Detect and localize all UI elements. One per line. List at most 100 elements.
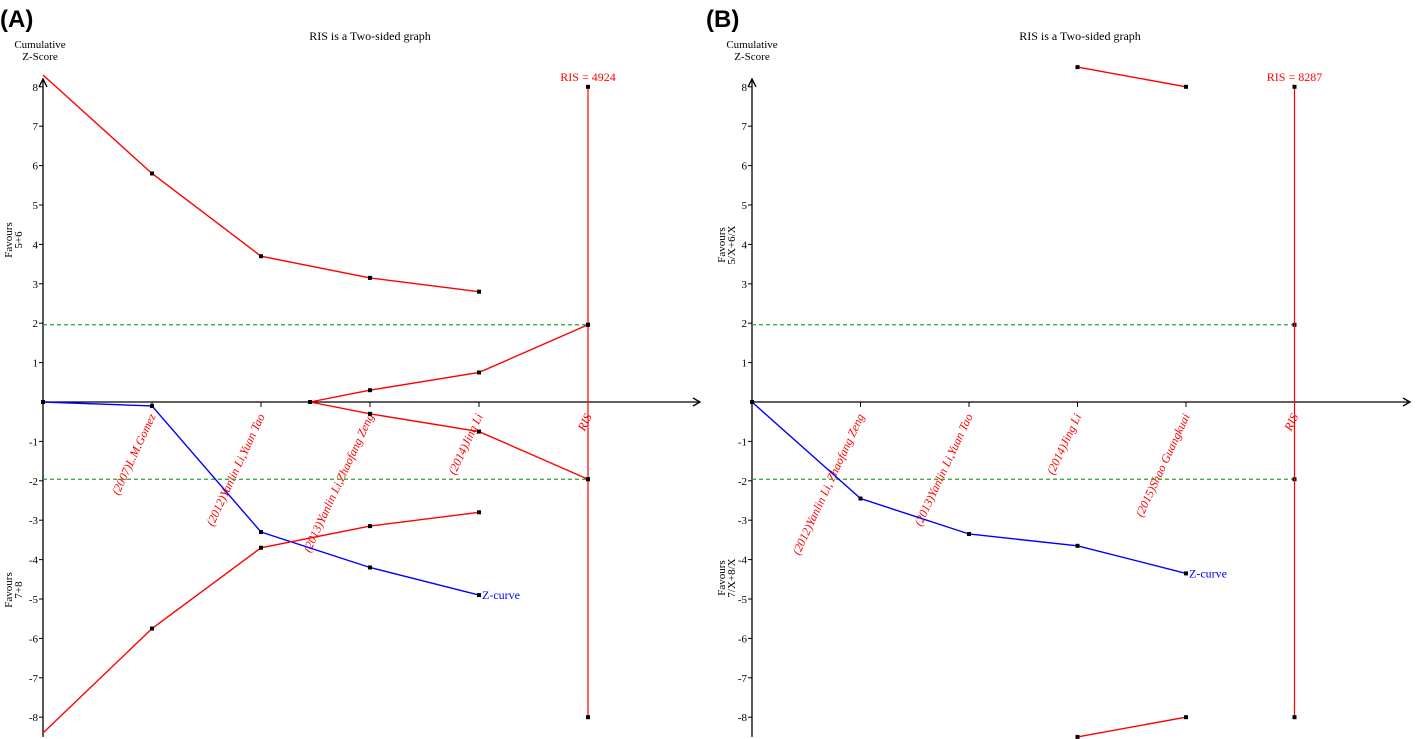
p1-data-point-marker xyxy=(1184,571,1188,576)
p0-boundary-curve-line xyxy=(42,511,480,734)
p1-data-point-marker xyxy=(1184,84,1188,89)
p1-x-tick-label: (2013)Yanlin Li,Yuan Tao xyxy=(911,411,975,528)
p0-y-tick-label: -2 xyxy=(29,476,38,488)
p1-x-tick-label: (2012)Yanlin Li, Zhaofang Zeng xyxy=(789,411,867,557)
p0-y-tick-label: 2 xyxy=(33,318,39,330)
p1-y-tick-label: 5 xyxy=(742,200,748,212)
p1-data-point-marker xyxy=(1184,715,1188,720)
p1-x-axis-arrow xyxy=(1402,397,1412,407)
p0-data-point-marker xyxy=(368,524,372,529)
p0-data-point-marker xyxy=(150,626,154,631)
p0-y-tick-label: 5 xyxy=(33,200,39,212)
p0-boundary-curve-line xyxy=(309,324,589,403)
p1-data-point-marker xyxy=(967,531,971,536)
p0-data-point-marker xyxy=(477,370,481,375)
p1-boundary-curve-line xyxy=(1077,716,1187,738)
panel-b: (B) RIS is a Two-sided graph Cumulative Z-S… xyxy=(706,6,1412,739)
p0-data-point-marker xyxy=(150,171,154,176)
p0-ris-bottom-marker xyxy=(586,715,590,720)
p1-y-tick-label: 6 xyxy=(742,161,748,173)
p0-data-point-marker xyxy=(150,403,154,408)
p1-y-tick-label: -1 xyxy=(738,436,747,448)
p0-favours-lower-label: Favours7+8 xyxy=(3,572,25,607)
p0-data-point-marker xyxy=(259,545,263,550)
p0-boundary-curve-line xyxy=(309,401,589,480)
p0-y-tick-label: 7 xyxy=(33,121,39,133)
p0-favours-upper-label: Favours5+6 xyxy=(3,222,25,257)
p0-y-tick-label: -1 xyxy=(29,436,38,448)
p0-data-point-marker xyxy=(259,530,263,535)
p1-y-tick-label: 2 xyxy=(742,318,748,330)
p1-favours-lower-label: Favours7/X+8/X xyxy=(716,558,738,597)
p0-data-point-marker xyxy=(586,322,590,327)
p0-y-tick-label: 3 xyxy=(33,279,39,291)
p0-x-tick-label: (2012)Yanlin Li,Yuan Tao xyxy=(203,411,267,528)
p1-y-tick-label: -3 xyxy=(738,515,748,527)
p0-x-axis-arrow xyxy=(692,397,702,407)
p0-y-tick-label: -6 xyxy=(29,633,39,645)
p1-data-point-marker xyxy=(1075,65,1080,70)
p1-y-tick-label: -5 xyxy=(738,594,748,606)
p0-y-tick-label: -4 xyxy=(29,555,39,567)
p0-data-point-marker xyxy=(41,400,45,404)
p1-y-axis-arrow xyxy=(747,77,757,88)
p1-chart-title: RIS is a Two-sided graph xyxy=(1019,29,1141,43)
p1-y-tick-label: 4 xyxy=(742,239,748,251)
p1-data-point-marker xyxy=(1075,543,1080,548)
p0-z-curve-label: Z-curve xyxy=(482,588,520,602)
p1-panel-label: (B) xyxy=(706,6,739,33)
p0-ris-top-marker xyxy=(586,84,590,89)
p0-data-point-marker xyxy=(477,289,481,294)
p1-x-tick-label: (2014)Jing Li xyxy=(1044,411,1084,476)
p0-x-tick-label: (2014)Jing Li xyxy=(445,411,485,476)
p1-y-tick-label: 8 xyxy=(742,82,748,94)
p1-y-tick-label: 1 xyxy=(742,358,748,370)
p0-data-point-marker xyxy=(308,400,313,404)
p0-data-point-marker xyxy=(259,254,263,259)
p0-ris-label: RIS = 4924 xyxy=(560,70,615,84)
p1-x-tick-label: RIS xyxy=(1281,411,1301,434)
p1-data-point-marker xyxy=(750,400,754,404)
p1-y-tick-label: 3 xyxy=(742,279,748,291)
p0-y-axis-arrow xyxy=(38,77,48,88)
p0-data-point-marker xyxy=(477,429,481,434)
p0-chart-title: RIS is a Two-sided graph xyxy=(309,29,431,43)
p0-data-point-marker xyxy=(477,593,481,598)
p0-y-tick-label: -7 xyxy=(29,673,39,685)
panel-a: (A) RIS is a Two-sided graph Cumulative Z-S… xyxy=(0,6,702,737)
p1-x-tick-label: (2015)Shao Guangkuai xyxy=(1133,411,1193,519)
p1-data-point-marker xyxy=(858,496,863,501)
p1-y-tick-label: -8 xyxy=(738,712,748,724)
p0-x-tick-label: (2007)L.M.Gomez xyxy=(109,411,159,497)
p0-panel-label: (A) xyxy=(0,6,33,33)
p0-data-point-marker xyxy=(368,565,372,570)
p0-y-tick-label: -5 xyxy=(29,594,39,606)
p0-y-tick-label: -3 xyxy=(29,515,39,527)
p0-y-tick-label: 8 xyxy=(33,82,39,94)
p0-data-point-marker xyxy=(368,388,372,393)
p1-y-tick-label: -2 xyxy=(738,476,747,488)
p1-ris-top-marker xyxy=(1292,84,1297,89)
p0-y-tick-label: -8 xyxy=(29,712,39,724)
p0-data-point-marker xyxy=(368,275,372,280)
p1-favours-upper-label: Favours5/X+6/X xyxy=(716,225,738,264)
p0-boundary-curve-line xyxy=(42,74,480,293)
p0-y-tick-label: 4 xyxy=(33,239,39,251)
p0-data-point-marker xyxy=(586,477,590,482)
p1-y-tick-label: 7 xyxy=(742,121,748,133)
p0-x-tick-label: RIS xyxy=(574,411,594,434)
p0-data-point-marker xyxy=(368,411,372,416)
p1-ris-bottom-marker xyxy=(1292,715,1297,720)
p1-y-axis-label: Cumulative Z-Score xyxy=(726,39,777,63)
p1-data-point-marker xyxy=(1075,734,1080,739)
p1-y-tick-label: -4 xyxy=(738,555,748,567)
p1-y-tick-label: -6 xyxy=(738,633,748,645)
p1-z-curve-label: Z-curve xyxy=(1189,566,1227,580)
p0-data-point-marker xyxy=(477,510,481,515)
p0-y-axis-label: Cumulative Z-Score xyxy=(14,39,65,63)
p1-boundary-curve-line xyxy=(1077,66,1187,88)
p1-y-tick-label: -7 xyxy=(738,673,748,685)
p0-y-tick-label: 1 xyxy=(33,358,39,370)
p0-y-tick-label: 6 xyxy=(33,161,39,173)
